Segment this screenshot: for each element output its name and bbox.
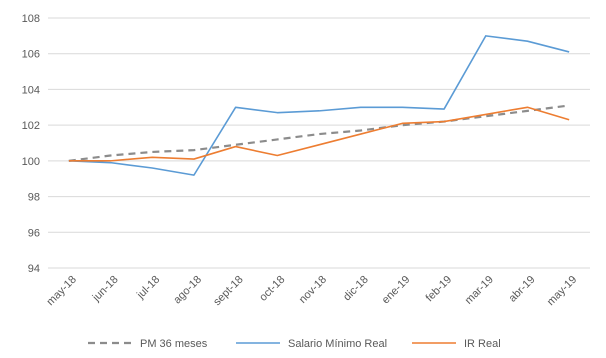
series-line-salario-minimo-real — [68, 35, 570, 176]
x-tick-label: jun-18 — [90, 274, 121, 305]
x-tick-label: sept-18 — [211, 274, 245, 308]
legend-label-ir-real: IR Real — [464, 338, 501, 350]
x-tick-label: may-18 — [45, 274, 79, 308]
x-tick-label: dic-18 — [341, 274, 371, 304]
y-tick-label: 98 — [28, 192, 40, 204]
y-tick-label: 100 — [22, 156, 40, 168]
legend-label-pm-36-meses: PM 36 meses — [140, 338, 208, 350]
series-lines — [68, 35, 570, 176]
y-tick-label: 108 — [22, 13, 40, 25]
y-tick-label: 102 — [22, 120, 40, 132]
x-tick-label: oct-18 — [257, 274, 287, 304]
gridlines — [48, 17, 590, 269]
x-tick-label: mar-19 — [463, 274, 496, 307]
y-tick-label: 104 — [22, 84, 40, 96]
x-tick-label: jul-18 — [134, 274, 162, 302]
y-axis-tick-labels: 94 96 98 100 102 104 106 108 — [22, 13, 40, 275]
legend: PM 36 meses Salario Mínimo Real IR Real — [88, 338, 501, 350]
x-tick-label: feb-19 — [424, 274, 455, 305]
y-tick-label: 94 — [28, 263, 40, 275]
x-tick-label: ene-19 — [380, 274, 413, 307]
series-line-ir-real — [68, 106, 570, 162]
x-tick-label: abr-19 — [507, 274, 538, 305]
y-tick-label: 106 — [22, 49, 40, 61]
x-tick-label: ago-18 — [171, 274, 204, 307]
legend-label-salario-minimo-real: Salario Mínimo Real — [288, 338, 387, 350]
x-tick-label: may-19 — [545, 274, 579, 308]
x-axis-tick-labels: may-18 jun-18 jul-18 ago-18 sept-18 oct-18 nov… — [45, 274, 580, 308]
x-tick-label: nov-18 — [297, 274, 329, 306]
y-tick-label: 96 — [28, 227, 40, 239]
